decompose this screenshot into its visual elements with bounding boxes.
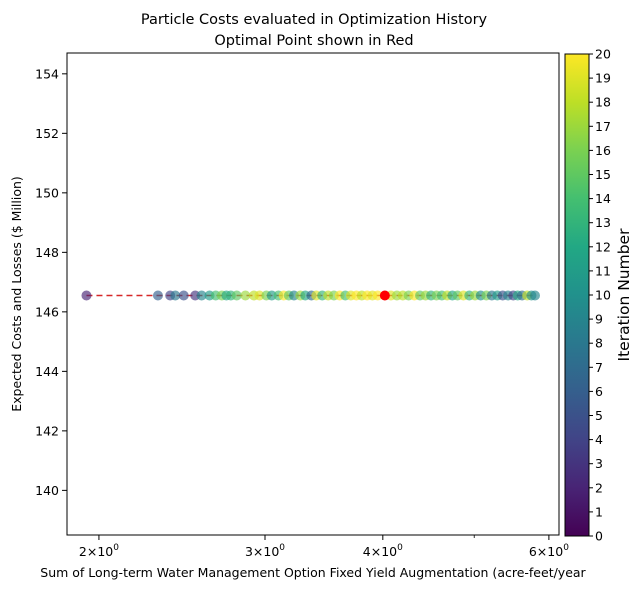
x-axis-label: Sum of Long-term Water Management Option… <box>40 565 586 580</box>
x-tick-label: 4×100 <box>363 543 403 559</box>
scatter-point <box>372 290 383 301</box>
axes-frame <box>66 52 560 536</box>
colorbar-tick-label: 10 <box>595 288 611 303</box>
y-axis: 140 142 144 146 148 150 152 154 <box>35 66 67 498</box>
colorbar-tick-label: 1 <box>595 504 603 519</box>
colorbar-tick-label: 14 <box>595 191 611 206</box>
colorbar-tick-label: 13 <box>595 215 611 230</box>
optimal-point <box>379 290 390 301</box>
colorbar-tick-label: 3 <box>595 456 603 471</box>
colorbar-tick-label: 17 <box>595 119 611 134</box>
scatter-point <box>178 290 189 301</box>
colorbar-tick-label: 8 <box>595 336 603 351</box>
chart-title: Particle Costs evaluated in Optimization… <box>141 12 488 49</box>
colorbar-tick-label: 2 <box>595 480 603 495</box>
colorbar-tick-label: 9 <box>595 312 603 327</box>
x-axis: 2×100 3×100 4×100 6×100 <box>79 535 569 559</box>
scatter-point <box>231 290 242 301</box>
colorbar-tick-label: 19 <box>595 71 611 86</box>
y-tick-label: 154 <box>35 66 59 81</box>
colorbar-tick-label: 11 <box>595 263 611 278</box>
colorbar-tick-label: 6 <box>595 384 603 399</box>
scatter-point <box>240 290 251 301</box>
scatter-point <box>170 290 181 301</box>
y-tick-label: 148 <box>35 245 59 260</box>
y-tick-label: 140 <box>35 483 59 498</box>
colorbar-tick-label: 0 <box>595 529 603 544</box>
y-tick-label: 146 <box>35 304 59 319</box>
chart-title-line-1: Particle Costs evaluated in Optimization… <box>141 12 488 28</box>
chart-title-line-2: Optimal Point shown in Red <box>214 33 413 49</box>
scatter-point <box>530 290 541 301</box>
x-tick-label: 6×100 <box>529 543 569 559</box>
colorbar-tick-label: 4 <box>595 432 603 447</box>
y-tick-label: 152 <box>35 126 59 141</box>
colorbar-label: Iteration Number <box>615 228 633 362</box>
colorbar-tick-label: 20 <box>595 47 611 62</box>
colorbar-tick-label: 18 <box>595 95 611 110</box>
x-tick-label: 2×100 <box>79 543 119 559</box>
plot-area <box>66 52 560 536</box>
y-tick-label: 142 <box>35 423 59 438</box>
scatter-point <box>152 290 163 301</box>
scatter-point <box>196 290 207 301</box>
colorbar-tick-label: 7 <box>595 360 603 375</box>
scatter-point <box>81 290 92 301</box>
colorbar-tick-label: 15 <box>595 167 611 182</box>
colorbar-tick-label: 5 <box>595 408 603 423</box>
colorbar-tick-label: 12 <box>595 239 611 254</box>
colorbar-gradient <box>564 53 590 537</box>
scatter-points <box>81 290 541 301</box>
y-axis-label: Expected Costs and Losses ($ Million) <box>9 176 24 412</box>
y-tick-label: 150 <box>35 185 59 200</box>
y-tick-label: 144 <box>35 364 59 379</box>
colorbar-tick-label: 16 <box>595 143 611 158</box>
scatter-point <box>254 290 265 301</box>
x-tick-label: 3×100 <box>245 543 285 559</box>
